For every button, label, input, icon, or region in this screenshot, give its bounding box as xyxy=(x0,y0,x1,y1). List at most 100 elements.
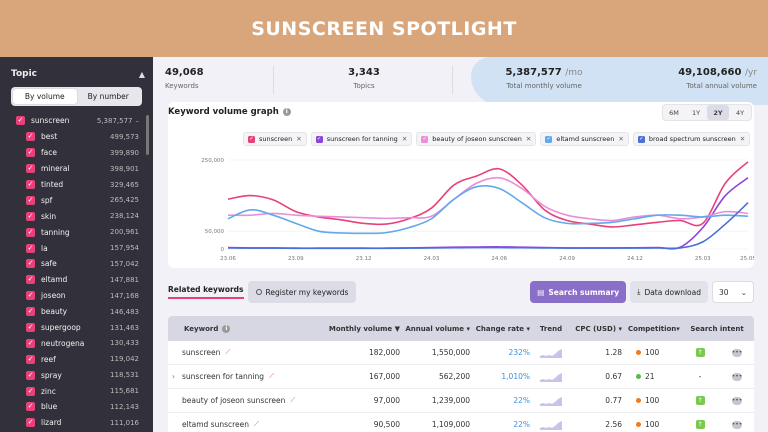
topic-item-blue[interactable]: ✓ blue 112,143 xyxy=(0,399,153,415)
table-row[interactable]: sunscreen ⟋ 182,000 1,550,000 232% 1.28 100 ↑ ••… xyxy=(168,341,754,365)
topic-item-beauty[interactable]: ✓ beauty 146,483 xyxy=(0,304,153,320)
checkbox-icon[interactable]: ✓ xyxy=(26,180,35,189)
chevron-right-icon[interactable]: › xyxy=(172,372,175,381)
close-icon[interactable]: ✕ xyxy=(296,135,302,143)
checkbox-icon[interactable]: ✓ xyxy=(248,135,255,143)
range-6m-button[interactable]: 6M xyxy=(669,108,679,117)
topic-header[interactable]: Topic ▲ xyxy=(0,57,153,85)
th-annual[interactable]: Annual volume ▾ xyxy=(400,325,470,333)
th-competition[interactable]: Competition ▾ xyxy=(622,325,680,333)
checkbox-icon[interactable]: ✓ xyxy=(26,291,35,301)
rows-per-page-select[interactable]: 30 ⌄ xyxy=(712,281,754,303)
data-download-button[interactable]: ⤓ Data download xyxy=(630,281,708,303)
table-row[interactable]: beauty of joseon sunscreen ⟋ 97,000 1,239,0… xyxy=(168,389,754,413)
by-volume-button[interactable]: By volume xyxy=(13,89,77,104)
register-keywords-button[interactable]: Register my keywords xyxy=(247,281,357,303)
sidebar-scrollbar[interactable] xyxy=(146,115,149,155)
topic-item-lizard[interactable]: ✓ lizard 111,016 xyxy=(0,415,153,431)
cell-keyword: eltamd sunscreen ⟋ xyxy=(168,420,328,429)
keyword-text[interactable]: sunscreen for tanning xyxy=(182,372,265,381)
checkbox-icon[interactable]: ✓ xyxy=(637,135,645,143)
tab-related-keywords[interactable]: Related keywords xyxy=(168,285,244,299)
topic-item-reef[interactable]: ✓ reef 119,042 xyxy=(0,351,153,367)
topic-item-joseon[interactable]: ✓ joseon 147,168 xyxy=(0,288,153,304)
trend-chart-icon[interactable]: ⟋ xyxy=(290,396,296,404)
topic-item-spray[interactable]: ✓ spray 118,531 xyxy=(0,367,153,383)
checkbox-icon[interactable]: ✓ xyxy=(26,418,35,428)
checkbox-icon[interactable]: ✓ xyxy=(26,354,35,364)
more-options-icon[interactable]: ••• xyxy=(731,420,743,429)
series-chip[interactable]: ✓ eltamd sunscreen ✕ xyxy=(540,132,629,146)
cell-more: ••• xyxy=(720,420,754,429)
checkbox-icon[interactable]: ✓ xyxy=(315,135,323,143)
th-change[interactable]: Change rate ▾ xyxy=(470,325,530,333)
checkbox-icon[interactable]: ✓ xyxy=(26,227,35,237)
topic-item-spf[interactable]: ✓ spf 265,425 xyxy=(0,192,153,208)
keyword-text[interactable]: eltamd sunscreen xyxy=(182,420,250,429)
range-1y-button[interactable]: 1Y xyxy=(691,108,701,117)
trend-chart-icon[interactable]: ⟋ xyxy=(269,372,274,380)
chevron-up-icon[interactable]: ▲ xyxy=(138,69,145,79)
checkbox-icon[interactable]: ✓ xyxy=(26,275,35,285)
topic-item-supergoop[interactable]: ✓ supergoop 131,463 xyxy=(0,320,153,336)
checkbox-icon[interactable]: ✓ xyxy=(26,259,35,269)
trend-chart-icon[interactable]: ⟋ xyxy=(254,420,259,428)
search-summary-button[interactable]: ▤ Search summary xyxy=(530,281,627,303)
checkbox-icon[interactable]: ✓ xyxy=(26,307,35,317)
topic-item-best[interactable]: ✓ best 499,573 xyxy=(0,129,153,145)
checkbox-icon[interactable]: ✓ xyxy=(26,338,35,348)
checkbox-icon[interactable]: ✓ xyxy=(545,135,553,143)
checkbox-icon[interactable]: ✓ xyxy=(16,116,25,126)
th-cpc[interactable]: CPC (USD) ▾ xyxy=(572,325,622,333)
topic-root[interactable]: ✓ sunscreen 5,387,577 – xyxy=(0,113,153,129)
topic-item-safe[interactable]: ✓ safe 157,042 xyxy=(0,256,153,272)
checkbox-icon[interactable]: ✓ xyxy=(26,132,35,142)
close-icon[interactable]: ✕ xyxy=(401,135,408,143)
checkbox-icon[interactable]: ✓ xyxy=(26,211,35,221)
series-chip[interactable]: ✓ beauty of joseon sunscreen ✕ xyxy=(416,132,537,146)
topic-item-mineral[interactable]: ✓ mineral 398,901 xyxy=(0,161,153,177)
topic-item-tinted[interactable]: ✓ tinted 329,465 xyxy=(0,177,153,193)
keyword-text[interactable]: sunscreen xyxy=(182,348,221,357)
sparkline-area xyxy=(540,420,562,430)
range-2y-button[interactable]: 2Y xyxy=(707,105,729,120)
checkbox-icon[interactable]: ✓ xyxy=(26,243,35,253)
checkbox-icon[interactable]: ✓ xyxy=(26,195,35,205)
topic-item-zinc[interactable]: ✓ zinc 115,681 xyxy=(0,383,153,399)
competition-value: 100 xyxy=(645,348,660,357)
range-4y-button[interactable]: 4Y xyxy=(735,108,745,117)
close-icon[interactable]: ✕ xyxy=(739,135,746,143)
checkbox-icon[interactable]: ✓ xyxy=(421,135,429,143)
series-chip-label: broad spectrum sunscreen xyxy=(648,135,736,143)
checkbox-icon[interactable]: ✓ xyxy=(26,164,35,174)
series-chip[interactable]: ✓ sunscreen ✕ xyxy=(243,132,307,146)
info-icon[interactable]: i xyxy=(282,108,291,116)
th-monthly[interactable]: Monthly volume ▼ xyxy=(328,325,400,333)
table-row[interactable]: › sunscreen for tanning ⟋ 167,000 562,200 1,0… xyxy=(168,365,754,389)
info-icon[interactable]: i xyxy=(222,324,231,333)
topic-item-la[interactable]: ✓ la 157,954 xyxy=(0,240,153,256)
close-icon[interactable]: ✕ xyxy=(618,135,624,143)
keyword-text[interactable]: beauty of joseon sunscreen xyxy=(182,396,286,405)
checkbox-icon[interactable]: ✓ xyxy=(26,323,35,333)
checkbox-icon[interactable]: ✓ xyxy=(26,148,35,158)
topic-item-tanning[interactable]: ✓ tanning 200,961 xyxy=(0,224,153,240)
topic-item-face[interactable]: ✓ face 399,890 xyxy=(0,145,153,161)
table-row[interactable]: eltamd sunscreen ⟋ 90,500 1,109,000 22% 2.56 1… xyxy=(168,413,754,432)
topic-item-eltamd[interactable]: ✓ eltamd 147,881 xyxy=(0,272,153,288)
close-icon[interactable]: ✕ xyxy=(525,135,532,143)
more-options-icon[interactable]: ••• xyxy=(731,396,743,405)
more-options-icon[interactable]: ••• xyxy=(731,372,743,381)
collapse-icon[interactable]: – xyxy=(135,116,140,125)
by-number-button[interactable]: By number xyxy=(87,92,129,101)
checkbox-icon[interactable]: ✓ xyxy=(26,402,35,412)
topic-item-skin[interactable]: ✓ skin 238,124 xyxy=(0,208,153,224)
topic-item-neutrogena[interactable]: ✓ neutrogena 130,433 xyxy=(0,335,153,351)
trend-chart-icon[interactable]: ⟋ xyxy=(225,348,231,356)
series-chip[interactable]: ✓ broad spectrum sunscreen ✕ xyxy=(632,132,751,146)
more-options-icon[interactable]: ••• xyxy=(731,348,743,357)
th-keyword[interactable]: Keyword i xyxy=(168,324,328,333)
checkbox-icon[interactable]: ✓ xyxy=(26,386,35,396)
series-chip[interactable]: ✓ sunscreen for tanning ✕ xyxy=(310,132,413,146)
checkbox-icon[interactable]: ✓ xyxy=(26,370,35,380)
